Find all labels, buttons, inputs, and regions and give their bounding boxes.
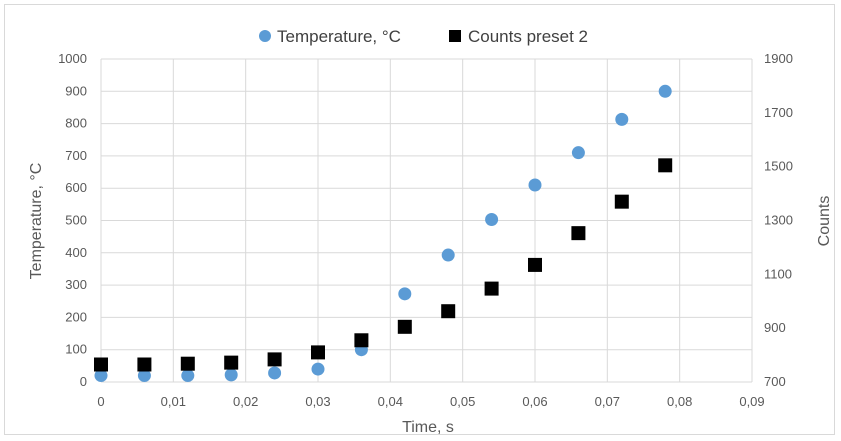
y2-tick-label: 1900 (764, 51, 793, 66)
y-tick-label: 800 (65, 116, 87, 131)
y-tick-label: 500 (65, 213, 87, 228)
y2-tick-label: 900 (764, 320, 786, 335)
data-point-counts (528, 257, 542, 272)
x-tick-label: 0,02 (233, 394, 258, 409)
data-point-counts (658, 158, 673, 173)
data-point-temperature (485, 213, 499, 227)
data-point-temperature (181, 369, 195, 383)
x-tick-label: 0,07 (595, 394, 620, 409)
x-tick-label: 0,06 (522, 394, 547, 409)
data-point-counts (224, 355, 239, 370)
x-tick-label: 0,08 (667, 394, 692, 409)
data-point-temperature (94, 369, 108, 383)
y-tick-label: 300 (65, 277, 87, 292)
y-tick-label: 900 (65, 83, 87, 98)
data-point-counts (94, 357, 108, 372)
x-tick-label: 0,03 (305, 394, 330, 409)
data-point-temperature (615, 112, 629, 126)
data-point-counts (180, 356, 195, 371)
data-point-temperature (441, 248, 455, 262)
data-point-counts (441, 304, 456, 319)
y-tick-label: 700 (65, 148, 87, 163)
y-tick-label: 400 (65, 245, 87, 260)
series-layer (94, 84, 673, 383)
series-temperature (94, 84, 672, 383)
data-point-temperature (268, 366, 282, 380)
x-tick-label: 0 (97, 394, 104, 409)
data-point-counts (484, 281, 499, 296)
y-tick-label: 0 (80, 374, 87, 389)
data-point-temperature (398, 287, 412, 301)
data-point-counts (397, 319, 412, 334)
data-point-temperature (311, 362, 325, 376)
data-point-temperature (528, 178, 542, 192)
y2-tick-label: 1700 (764, 105, 793, 120)
y2-tick-label: 1100 (764, 266, 792, 281)
data-point-counts (614, 194, 629, 209)
y-tick-label: 1000 (58, 51, 87, 66)
data-point-counts (571, 226, 586, 241)
y2-axis-title: Counts (816, 196, 833, 247)
series-counts (94, 158, 673, 372)
x-axis-title: Time, s (402, 419, 454, 436)
y-tick-label: 600 (65, 180, 87, 195)
x-tick-label: 0,05 (450, 394, 475, 409)
x-tick-label: 0,01 (161, 394, 186, 409)
data-point-counts (311, 345, 325, 360)
legend-label-temperature: Temperature, °C (277, 27, 401, 46)
x-tick-label: 0,04 (378, 394, 403, 409)
x-tick-label: 0,09 (739, 394, 764, 409)
y2-tick-label: 1500 (764, 159, 793, 174)
data-point-counts (137, 357, 152, 372)
legend-label-counts: Counts preset 2 (468, 27, 588, 46)
legend-marker-temperature (259, 30, 271, 42)
data-point-counts (354, 333, 369, 348)
data-point-temperature (658, 84, 672, 98)
data-point-temperature (137, 369, 151, 383)
gridlines (100, 58, 753, 383)
legend: Temperature, °C Counts preset 2 (259, 27, 588, 46)
data-point-counts (267, 352, 282, 367)
y-axis-title: Temperature, °C (28, 163, 45, 280)
y-tick-label: 100 (65, 342, 87, 357)
y2-tick-label: 1300 (764, 213, 793, 228)
y2-tick-label: 700 (764, 374, 786, 389)
data-point-temperature (571, 146, 585, 160)
y-tick-label: 200 (65, 309, 87, 324)
tick-labels: 0 100 200 300 400 500 600 700 800 900 1000 0 0,01 0,0… (58, 51, 793, 409)
data-point-temperature (224, 368, 238, 382)
legend-marker-counts (449, 30, 461, 42)
